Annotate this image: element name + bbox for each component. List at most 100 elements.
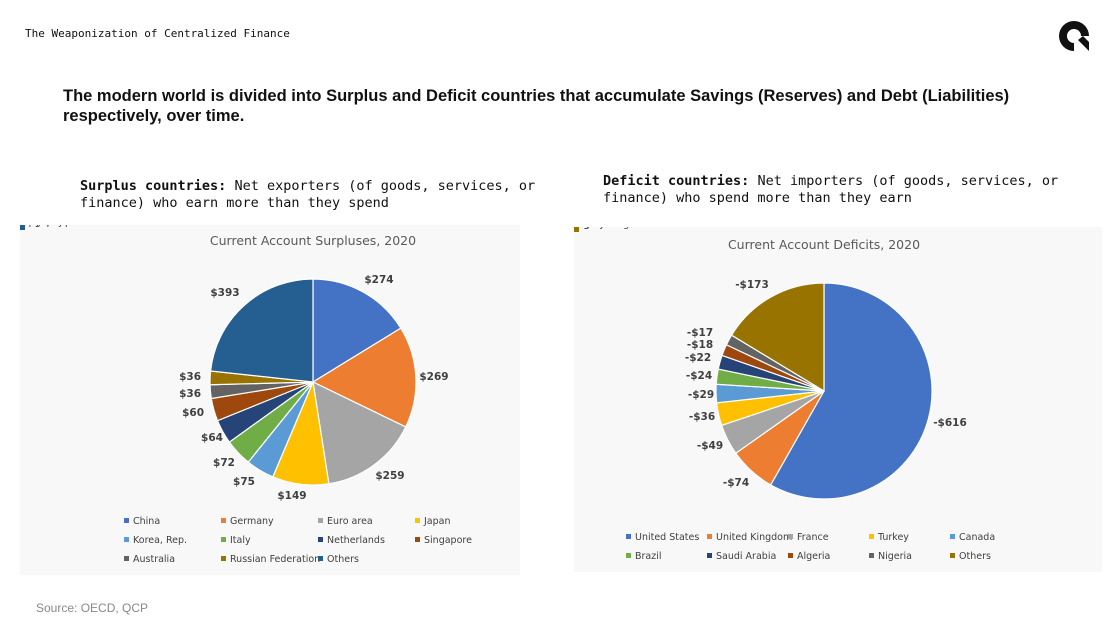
legend-label: Italy	[230, 535, 251, 546]
legend-label: Algeria	[574, 227, 607, 230]
legend-item-canada: Canada	[950, 532, 995, 543]
legend-item-algeria: Algeria	[788, 551, 830, 562]
legend-label: Russian Federation	[230, 554, 320, 565]
legend-swatch	[626, 534, 631, 539]
deficit-description-label: Deficit countries:	[603, 173, 750, 189]
legend-label: United States	[574, 227, 638, 230]
legend-label: Netherlands	[20, 225, 78, 228]
legend-swatch	[950, 553, 955, 558]
legend-label: Japan	[20, 225, 47, 228]
data-label-china: $274	[364, 274, 393, 286]
pie-slice-others	[209, 278, 314, 383]
legend-item-germany: Germany	[221, 516, 274, 527]
legend-label: Netherlands	[327, 535, 385, 546]
legend-label: Nigeria	[574, 227, 608, 230]
legend-label: United States	[635, 532, 699, 543]
data-label-brazil: -$24	[686, 370, 712, 382]
legend-label: Japan	[423, 516, 451, 527]
legend-item-italy: Italy	[221, 535, 251, 546]
legend-swatch	[221, 518, 226, 523]
legend-label: Saudi Arabia	[574, 227, 634, 230]
legend-label: Australia	[20, 225, 62, 228]
legend-item-others: Others	[20, 225, 52, 230]
data-label-others: -$173	[735, 279, 769, 291]
legend-item-united-kingdom: United Kingdom	[707, 532, 792, 543]
legend-label: Canada	[574, 227, 610, 230]
source-note: Source: OECD, QCP	[36, 601, 149, 615]
legend-item-australia: Australia	[124, 554, 175, 565]
legend-label: Algeria	[797, 551, 830, 562]
legend-item-netherlands: Netherlands	[318, 535, 385, 546]
legend-swatch	[707, 553, 712, 558]
pie-slice-euro-area	[312, 380, 407, 485]
chart-title: Current Account Surpluses, 2020	[210, 233, 416, 248]
legend-label: Australia	[133, 554, 175, 565]
legend-item-russian-federation: Russian Federation	[221, 554, 320, 565]
data-label-turkey: -$36	[689, 411, 715, 423]
legend-item-saudi-arabia: Saudi Arabia	[707, 551, 776, 562]
q-logo-icon	[1059, 21, 1089, 51]
legend-item-others: Others	[574, 227, 606, 232]
legend-label: Saudi Arabia	[716, 551, 776, 562]
legend-item-france: France	[788, 532, 829, 543]
legend-swatch	[221, 537, 226, 542]
legend-swatch	[788, 553, 793, 558]
pie-slice-germany	[311, 327, 417, 428]
legend-swatch	[788, 534, 793, 539]
legend-item-united-states: United States	[626, 532, 699, 543]
data-label-singapore: $60	[182, 407, 204, 419]
legend-swatch	[221, 556, 226, 561]
pie-slice-others	[730, 282, 825, 393]
legend-swatch	[20, 225, 25, 230]
legend-label: Singapore	[20, 225, 68, 228]
legend-swatch	[869, 534, 874, 539]
data-label-netherlands: $64	[201, 432, 223, 444]
data-label-russian-federation: $36	[179, 371, 201, 383]
legend-label: China	[133, 516, 160, 527]
document-title: The Weaponization of Centralized Finance	[25, 27, 290, 40]
data-label-nigeria: -$17	[687, 327, 713, 339]
chart-title: Current Account Deficits, 2020	[728, 237, 920, 252]
pie-slice-united-states	[769, 282, 933, 500]
legend-label: Others	[574, 227, 606, 230]
data-label-korea-rep: $75	[233, 476, 255, 488]
legend-label: Germany	[230, 516, 274, 527]
legend-swatch	[415, 518, 420, 523]
legend-swatch	[124, 518, 129, 523]
legend-label: France	[797, 532, 829, 543]
legend-item-brazil: Brazil	[626, 551, 662, 562]
legend-item-nigeria: Nigeria	[869, 551, 912, 562]
data-label-saudi-arabia: -$22	[685, 352, 711, 364]
data-label-australia: $36	[179, 388, 201, 400]
legend-label: Nigeria	[878, 551, 912, 562]
legend-label: France	[574, 227, 606, 230]
legend-swatch	[318, 537, 323, 542]
legend-label: United Kingdom	[574, 227, 650, 230]
data-label-euro-area: $259	[375, 470, 404, 482]
deficit-chart-panel: Current Account Deficits, 2020 -$616 -$74 -…	[574, 227, 1102, 572]
data-label-canada: -$29	[688, 389, 714, 401]
legend-swatch	[318, 556, 323, 561]
data-label-japan: $149	[277, 490, 306, 502]
legend-swatch	[124, 556, 129, 561]
legend-item-japan: Japan	[415, 516, 451, 527]
legend-swatch	[950, 534, 955, 539]
legend-label: Turkey	[574, 227, 605, 230]
legend-label: China	[20, 225, 47, 228]
legend-label: Others	[20, 225, 52, 228]
data-label-germany: $269	[419, 371, 448, 383]
legend-label: Korea, Rep.	[133, 535, 187, 546]
data-label-others: $393	[210, 287, 239, 299]
legend-swatch	[869, 553, 874, 558]
legend-item-turkey: Turkey	[869, 532, 909, 543]
legend-item-others: Others	[950, 551, 991, 562]
data-label-united-kingdom: -$74	[723, 477, 749, 489]
legend-swatch	[707, 534, 712, 539]
legend-item-singapore: Singapore	[415, 535, 472, 546]
data-label-united-states: -$616	[933, 417, 967, 429]
legend-label: Russian Federation	[20, 225, 110, 228]
legend-item-china: China	[124, 516, 160, 527]
legend-label: Singapore	[424, 535, 472, 546]
legend-swatch	[626, 553, 631, 558]
legend-label: Italy	[20, 225, 41, 228]
